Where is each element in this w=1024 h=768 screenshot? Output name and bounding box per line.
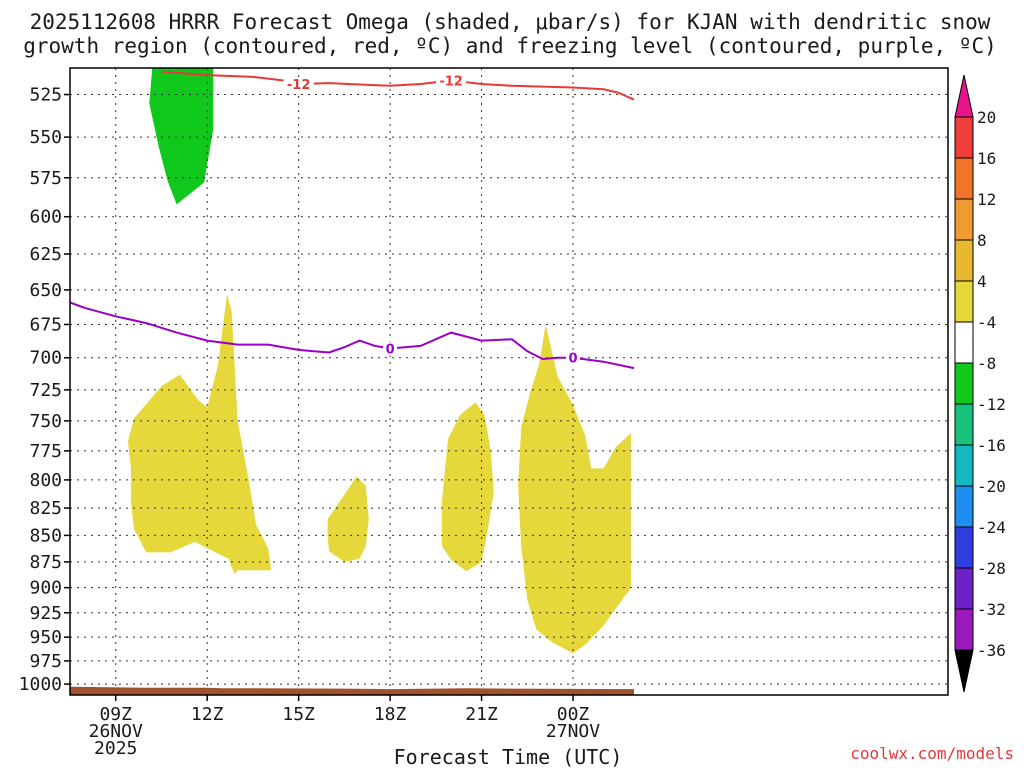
y-tick-label: 975 [29,651,62,672]
contour-freezing-level-0 [70,301,635,370]
colorbar-swatch [954,239,974,282]
colorbar-label: 16 [977,149,996,168]
x-axis-label: Forecast Time (UTC) [394,745,623,768]
plot-frame [69,67,949,696]
y-tick-label: 700 [29,348,62,369]
y-tick-label: 575 [29,168,62,189]
y-tick-label: 950 [29,627,62,648]
colorbar-swatch [954,608,974,651]
colorbar-label: 4 [977,272,987,291]
colorbar-swatch [954,280,974,323]
colorbar-swatch [954,116,974,159]
contour-label-dendritic-minus-12: -12 [439,74,463,89]
colorbar-label: -4 [977,313,996,332]
contour-label-bg [436,73,467,88]
y-tick-label: 650 [29,280,62,301]
omega-region-descent-1 [127,294,272,575]
chart-title-line-1: 2025112608 HRRR Forecast Omega (shaded, … [30,10,991,34]
colorbar-label: -32 [977,600,1006,619]
x-tick-label: 21Z [465,704,498,725]
omega-region-descent-4 [518,324,631,654]
y-tick-label: 625 [29,244,62,265]
contour-label-freezing-level-0: 0 [568,352,577,367]
contour-label-bg [283,77,314,92]
colorbar-swatch [954,198,974,241]
colorbar-swatch [954,485,974,528]
colorbar-swatch [954,157,974,200]
y-axis-pressure: 525 550 575 600 625 650 675 700 725 750 775 800 825 8… [19,85,70,695]
contour-dendritic-minus-12 [161,70,635,101]
y-tick-label: 775 [29,441,62,462]
omega-colorbar: 20 16 12 8 4 -4 -8 -12 -16 -20 -24 -28 -32 -36 [954,74,1006,693]
colorbar-label: 8 [977,231,987,250]
colorbar-label: 12 [977,190,996,209]
colorbar-top-arrow [954,74,974,118]
colorbar-swatch [954,567,974,610]
colorbar-label: -24 [977,518,1006,537]
x-tick-label: 15Z [282,704,315,725]
omega-region-ascent [149,68,214,205]
y-tick-label: 925 [29,603,62,624]
omega-region-descent-2 [327,476,369,562]
contour-label-dendritic-minus-12: -12 [287,78,311,93]
contour-label-bg [566,350,581,365]
y-tick-label: 800 [29,470,62,491]
plot-area: -12 -12 0 0 [69,67,949,696]
x-tick-label: 26NOV [89,721,143,742]
y-tick-label: 675 [29,314,62,335]
y-tick-label: 725 [29,380,62,401]
colorbar-bottom-arrow [954,649,974,693]
chart-title-line-2: growth region (contoured, red, ºC) and f… [23,34,997,58]
terrain-ground [70,686,634,695]
x-tick-label: 12Z [191,704,224,725]
contour-label-freezing-level-0: 0 [386,343,395,358]
y-tick-label: 850 [29,525,62,546]
colorbar-swatch [954,526,974,569]
y-tick-label: 900 [29,578,62,599]
colorbar-swatch [954,444,974,487]
colorbar-label: -36 [977,641,1006,660]
contour-label-bg [383,341,398,356]
x-tick-label: 18Z [374,704,407,725]
y-tick-label: 875 [29,552,62,573]
x-tick-label: 00Z [557,704,590,725]
y-tick-label: 1000 [19,674,62,695]
colorbar-swatch [954,403,974,446]
y-tick-label: 825 [29,498,62,519]
y-tick-label: 750 [29,411,62,432]
x-tick-label: 09Z [99,704,132,725]
colorbar-swatch [954,362,974,405]
colorbar-label: -20 [977,477,1006,496]
colorbar-label: 20 [977,108,996,127]
colorbar-label: -28 [977,559,1006,578]
omega-region-descent-3 [441,402,494,572]
colorbar-label: -8 [977,354,996,373]
y-tick-label: 600 [29,207,62,228]
colorbar-swatch [954,321,974,364]
x-tick-label: 2025 [94,738,137,759]
colorbar-label: -16 [977,436,1006,455]
chart-title: 2025112608 HRRR Forecast Omega (shaded, … [23,10,997,58]
watermark: coolwx.com/models [850,744,1014,763]
y-tick-label: 550 [29,127,62,148]
x-tick-label: 27NOV [546,721,600,742]
colorbar-label: -12 [977,395,1006,414]
y-tick-label: 525 [29,85,62,106]
